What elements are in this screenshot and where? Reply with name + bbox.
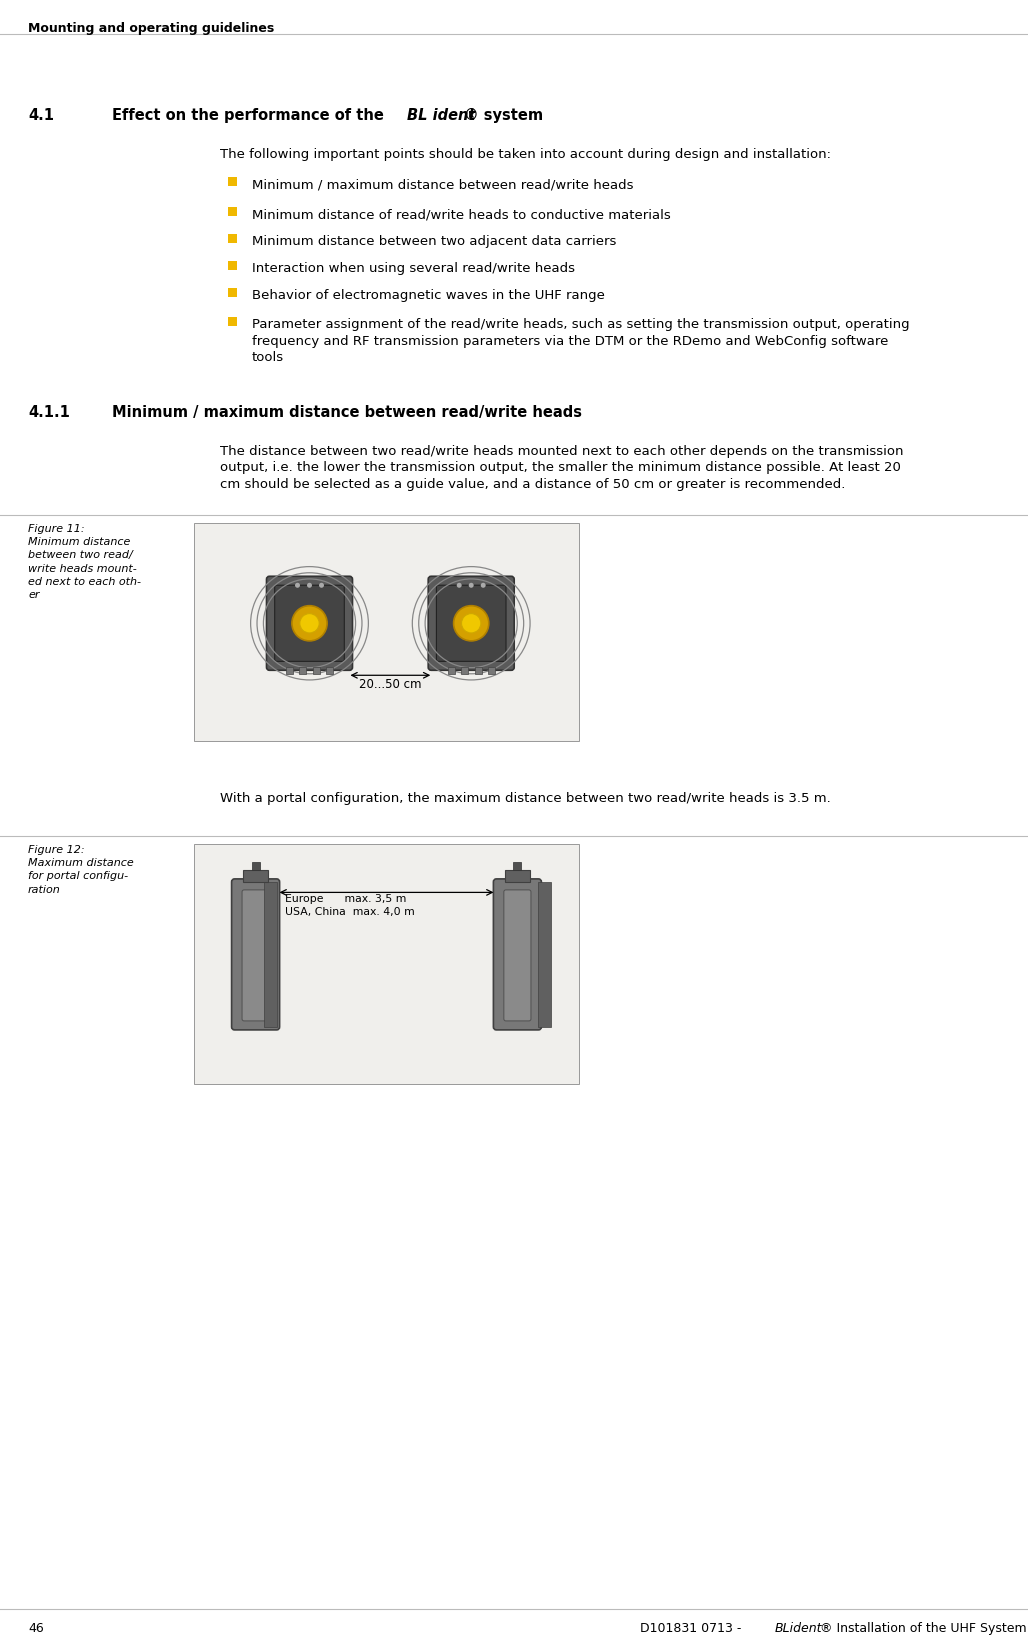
Text: Minimum distance of read/write heads to conductive materials: Minimum distance of read/write heads to … xyxy=(252,208,670,221)
Text: Behavior of electromagnetic waves in the UHF range: Behavior of electromagnetic waves in the… xyxy=(252,288,604,302)
Bar xyxy=(539,882,551,1028)
Circle shape xyxy=(453,606,488,641)
Bar xyxy=(505,870,530,882)
Bar xyxy=(228,234,237,244)
Text: 46: 46 xyxy=(28,1621,44,1634)
Text: Minimum / maximum distance between read/write heads: Minimum / maximum distance between read/… xyxy=(112,405,582,420)
Text: With a portal configuration, the maximum distance between two read/write heads i: With a portal configuration, the maximum… xyxy=(220,792,831,805)
Text: Parameter assignment of the read/write heads, such as setting the transmission o: Parameter assignment of the read/write h… xyxy=(252,318,910,364)
Bar xyxy=(461,667,468,675)
Bar xyxy=(228,262,237,270)
Text: ® system: ® system xyxy=(464,108,543,123)
Text: 4.1: 4.1 xyxy=(28,108,54,123)
FancyBboxPatch shape xyxy=(231,880,280,1031)
FancyBboxPatch shape xyxy=(504,890,530,1021)
Text: Interaction when using several read/write heads: Interaction when using several read/writ… xyxy=(252,262,575,275)
FancyBboxPatch shape xyxy=(274,585,344,662)
Text: Minimum distance between two adjacent data carriers: Minimum distance between two adjacent da… xyxy=(252,234,617,247)
Bar xyxy=(326,667,333,675)
Bar xyxy=(487,667,494,675)
Circle shape xyxy=(319,583,324,588)
Bar xyxy=(448,667,454,675)
Bar xyxy=(299,667,306,675)
Text: The distance between two read/write heads mounted next to each other depends on : The distance between two read/write head… xyxy=(220,444,904,490)
Circle shape xyxy=(469,583,474,588)
FancyBboxPatch shape xyxy=(242,890,269,1021)
Text: Figure 12:
Maximum distance
for portal configu-
ration: Figure 12: Maximum distance for portal c… xyxy=(28,844,134,893)
Text: The following important points should be taken into account during design and in: The following important points should be… xyxy=(220,148,831,161)
Text: Mounting and operating guidelines: Mounting and operating guidelines xyxy=(28,21,274,34)
Text: D101831 0713 -: D101831 0713 - xyxy=(640,1621,749,1634)
Circle shape xyxy=(481,583,485,588)
Bar xyxy=(194,524,579,741)
Bar xyxy=(252,862,260,870)
Circle shape xyxy=(292,606,327,641)
Bar xyxy=(243,870,268,882)
Text: BLident: BLident xyxy=(775,1621,822,1634)
Bar xyxy=(228,318,237,326)
Bar xyxy=(228,208,237,216)
Text: 20...50 cm: 20...50 cm xyxy=(359,679,421,692)
Bar xyxy=(286,667,293,675)
Bar xyxy=(513,862,521,870)
Circle shape xyxy=(456,583,462,588)
Circle shape xyxy=(300,615,319,634)
Text: BL ident: BL ident xyxy=(407,108,475,123)
Bar xyxy=(313,667,320,675)
Text: 4.1.1: 4.1.1 xyxy=(28,405,70,420)
FancyBboxPatch shape xyxy=(437,585,506,662)
Bar xyxy=(228,288,237,298)
Circle shape xyxy=(307,583,313,588)
Text: Effect on the performance of the: Effect on the performance of the xyxy=(112,108,389,123)
FancyBboxPatch shape xyxy=(266,577,353,670)
Bar xyxy=(228,179,237,187)
Bar xyxy=(194,844,579,1085)
FancyBboxPatch shape xyxy=(493,880,542,1031)
Bar xyxy=(475,667,482,675)
FancyBboxPatch shape xyxy=(429,577,514,670)
Circle shape xyxy=(295,583,300,588)
Text: Minimum / maximum distance between read/write heads: Minimum / maximum distance between read/… xyxy=(252,179,633,190)
Text: Europe      max. 3,5 m
USA, China  max. 4,0 m: Europe max. 3,5 m USA, China max. 4,0 m xyxy=(285,893,414,916)
Bar xyxy=(264,882,277,1028)
Text: ® Installation of the UHF System: ® Installation of the UHF System xyxy=(820,1621,1027,1634)
Text: Figure 11:
Minimum distance
between two read/
write heads mount-
ed next to each: Figure 11: Minimum distance between two … xyxy=(28,524,141,600)
Circle shape xyxy=(462,615,481,634)
